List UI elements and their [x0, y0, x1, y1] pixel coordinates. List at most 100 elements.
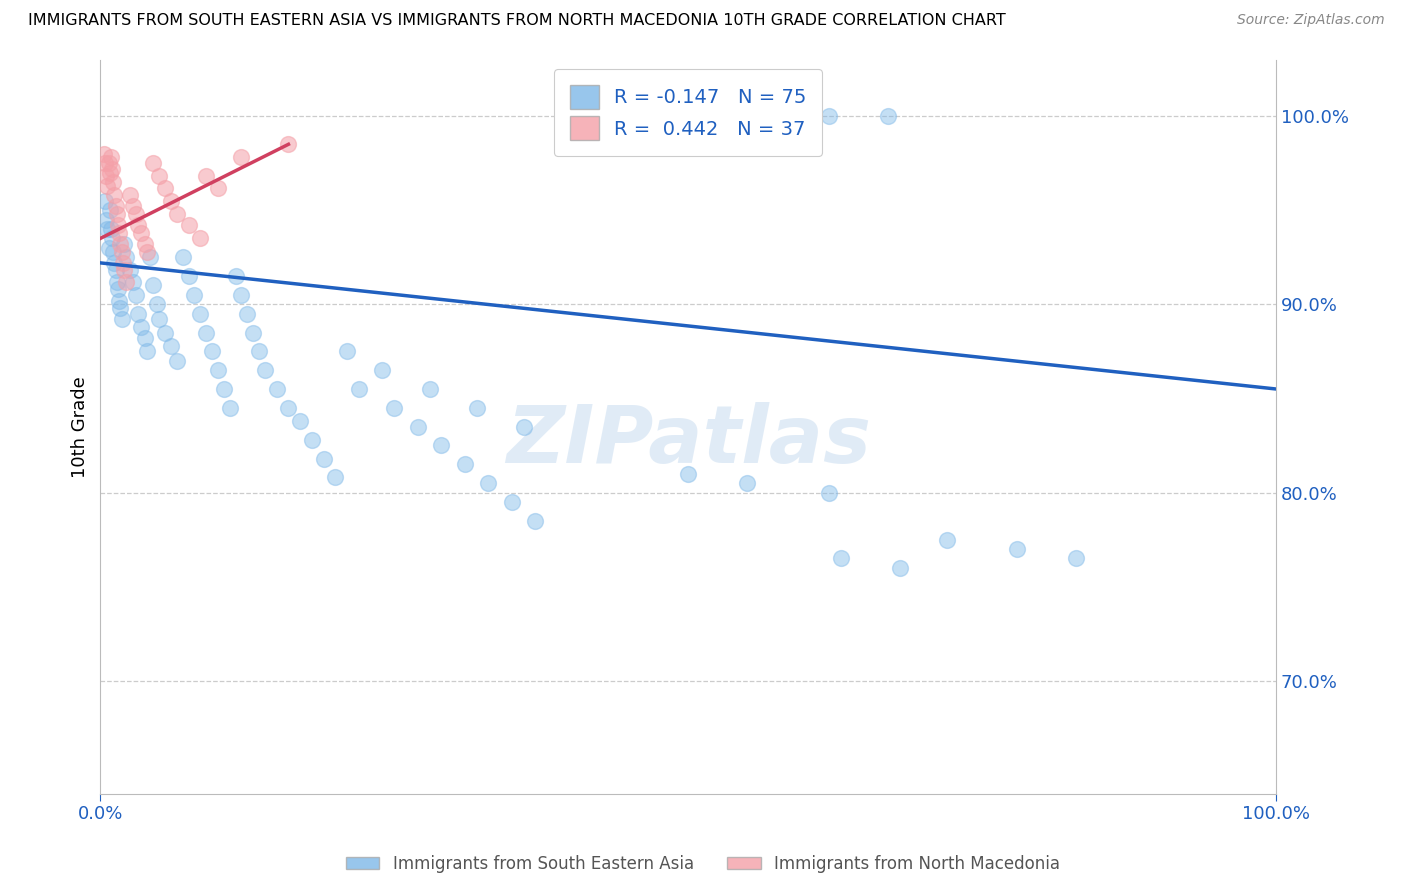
Point — [111, 256, 134, 270]
Text: ZIPatlas: ZIPatlas — [506, 402, 870, 480]
Point — [1064, 551, 1087, 566]
Point — [136, 244, 159, 259]
Point — [160, 339, 183, 353]
Point — [465, 401, 488, 415]
Point — [225, 268, 247, 283]
Point — [818, 109, 841, 123]
Legend: Immigrants from South Eastern Asia, Immigrants from North Macedonia: Immigrants from South Eastern Asia, Immi… — [339, 848, 1067, 880]
Point — [236, 307, 259, 321]
Point — [406, 419, 429, 434]
Point — [136, 344, 159, 359]
Text: IMMIGRANTS FROM SOUTH EASTERN ASIA VS IMMIGRANTS FROM NORTH MACEDONIA 10TH GRADE: IMMIGRANTS FROM SOUTH EASTERN ASIA VS IM… — [28, 13, 1005, 29]
Point — [212, 382, 235, 396]
Point — [104, 263, 127, 277]
Point — [103, 256, 125, 270]
Point — [105, 275, 128, 289]
Point — [146, 297, 169, 311]
Point — [100, 151, 122, 165]
Point — [512, 419, 534, 434]
Point — [253, 363, 276, 377]
Point — [118, 263, 141, 277]
Point — [134, 331, 156, 345]
Point — [131, 226, 153, 240]
Point — [112, 263, 135, 277]
Point — [266, 382, 288, 396]
Point — [103, 188, 125, 202]
Point — [418, 382, 440, 396]
Point — [207, 363, 229, 377]
Point — [676, 467, 699, 481]
Point — [382, 401, 405, 415]
Point — [105, 207, 128, 221]
Point — [166, 207, 188, 221]
Point — [877, 109, 900, 123]
Point — [110, 244, 132, 259]
Point — [188, 307, 211, 321]
Point — [325, 470, 347, 484]
Y-axis label: 10th Grade: 10th Grade — [72, 376, 89, 477]
Point — [231, 151, 253, 165]
Point — [94, 194, 117, 208]
Point — [93, 146, 115, 161]
Point — [277, 401, 299, 415]
Point — [115, 275, 138, 289]
Point — [148, 312, 170, 326]
Point — [177, 268, 200, 283]
Point — [103, 244, 125, 259]
Text: Source: ZipAtlas.com: Source: ZipAtlas.com — [1237, 13, 1385, 28]
Point — [183, 288, 205, 302]
Point — [231, 288, 253, 302]
Point — [118, 188, 141, 202]
Point — [371, 363, 394, 377]
Point — [312, 451, 335, 466]
Point — [430, 438, 453, 452]
Legend: R = -0.147   N = 75, R =  0.442   N = 37: R = -0.147 N = 75, R = 0.442 N = 37 — [554, 70, 823, 156]
Point — [138, 250, 160, 264]
Point — [101, 231, 124, 245]
Point — [98, 203, 121, 218]
Point — [889, 561, 911, 575]
Point — [201, 344, 224, 359]
Point — [153, 326, 176, 340]
Point — [148, 169, 170, 184]
Point — [301, 433, 323, 447]
Point — [477, 476, 499, 491]
Point — [98, 165, 121, 179]
Point — [247, 344, 270, 359]
Point — [347, 382, 370, 396]
Point — [97, 241, 120, 255]
Point — [96, 222, 118, 236]
Point — [454, 457, 477, 471]
Point — [501, 495, 523, 509]
Point — [107, 219, 129, 233]
Point — [100, 222, 122, 236]
Point — [96, 178, 118, 193]
Point — [103, 175, 125, 189]
Point — [1007, 541, 1029, 556]
Point — [735, 476, 758, 491]
Point — [122, 275, 145, 289]
Point — [96, 169, 118, 184]
Point — [127, 307, 149, 321]
Point — [277, 137, 299, 152]
Point — [242, 326, 264, 340]
Point — [108, 226, 131, 240]
Point — [110, 301, 132, 315]
Point — [207, 180, 229, 194]
Point — [218, 401, 240, 415]
Point — [290, 414, 312, 428]
Point — [110, 312, 132, 326]
Point — [122, 199, 145, 213]
Point — [127, 219, 149, 233]
Point — [96, 212, 118, 227]
Point — [110, 237, 132, 252]
Point — [101, 161, 124, 176]
Point — [188, 231, 211, 245]
Point — [97, 156, 120, 170]
Point — [131, 319, 153, 334]
Point — [134, 237, 156, 252]
Point — [108, 293, 131, 308]
Point — [94, 156, 117, 170]
Point — [177, 219, 200, 233]
Point — [142, 278, 165, 293]
